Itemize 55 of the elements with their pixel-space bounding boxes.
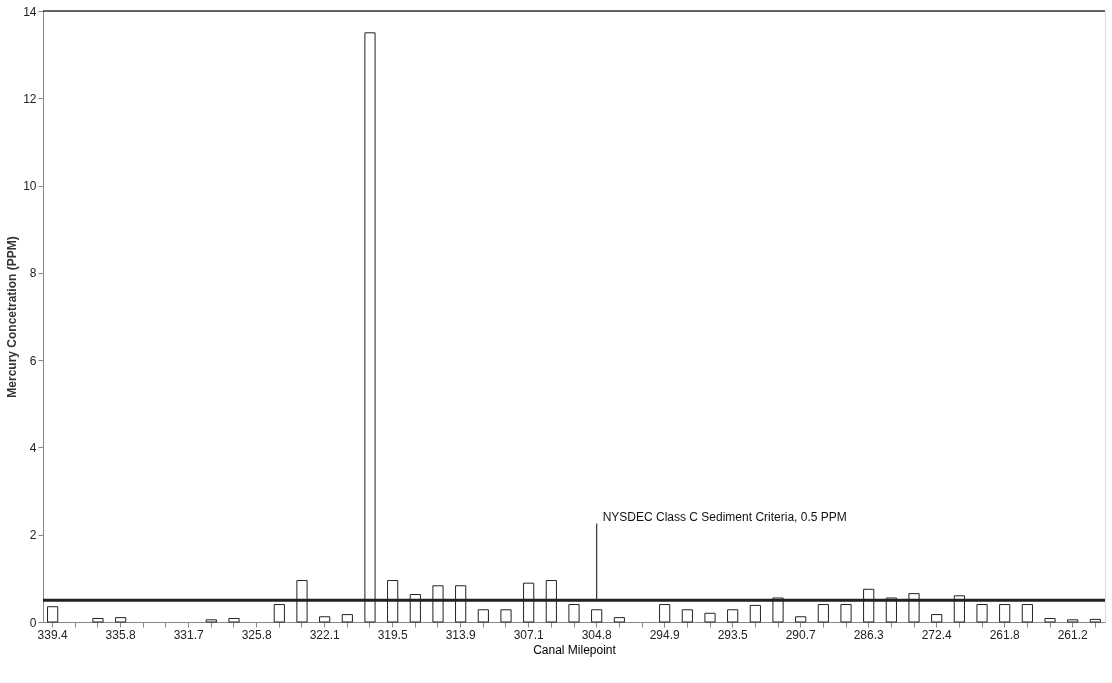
x-tick-label: 304.8 [581, 627, 613, 642]
bar [999, 604, 1011, 623]
bar [681, 609, 693, 623]
x-tick-label: 293.5 [717, 627, 749, 642]
bar [568, 604, 580, 623]
bar [477, 609, 489, 623]
x-tick-label: 322.1 [309, 627, 340, 642]
bar [115, 617, 127, 623]
bar [273, 604, 285, 623]
bar [92, 618, 104, 623]
bar [205, 619, 217, 623]
bar [613, 617, 625, 623]
y-tick-label: 10 [23, 179, 37, 194]
bar [1044, 618, 1056, 623]
x-tick-label: 335.8 [105, 627, 136, 642]
bar [976, 604, 988, 623]
x-tick-label: 261.8 [989, 627, 1021, 642]
bar [1089, 618, 1101, 623]
bar [749, 604, 761, 623]
x-tick-label: 313.9 [445, 627, 476, 642]
annotation: NYSDEC Class C Sediment Criteria, 0.5 PPM [602, 510, 847, 525]
bar [1067, 619, 1079, 623]
bar [931, 614, 943, 623]
bar [319, 616, 331, 623]
y-tick-label: 4 [29, 440, 37, 455]
y-tick-label: 0 [29, 615, 37, 630]
x-tick-label: 261.2 [1057, 627, 1089, 642]
y-axis-title: Mercury Concetration (PPM) [5, 236, 20, 398]
bar [840, 604, 852, 623]
x-tick-label: 339.4 [37, 627, 68, 642]
bar [727, 609, 739, 623]
x-tick-label: 272.4 [921, 627, 953, 642]
y-tick-label: 12 [23, 91, 37, 106]
x-tick-label: 286.3 [853, 627, 885, 642]
bar [228, 618, 240, 623]
y-tick-label: 14 [23, 4, 37, 19]
bar [704, 612, 716, 623]
bar [341, 614, 353, 623]
bar [1021, 604, 1033, 623]
bar [591, 609, 603, 623]
bar [817, 604, 829, 623]
x-tick-label: 294.9 [649, 627, 681, 642]
x-tick-label: 331.7 [173, 627, 204, 642]
x-axis-title: Canal Milepoint [533, 642, 617, 657]
y-tick-label: 2 [29, 528, 37, 543]
bar [659, 604, 671, 623]
x-tick-label: 325.8 [241, 627, 272, 642]
bar [47, 606, 59, 623]
x-tick-label: 307.1 [513, 627, 544, 642]
bar [500, 609, 512, 623]
y-tick-label: 8 [29, 266, 37, 281]
bar [795, 616, 807, 623]
y-tick-label: 6 [29, 353, 37, 368]
x-tick-label: 319.5 [377, 627, 408, 642]
x-tick-label: 290.7 [785, 627, 817, 642]
